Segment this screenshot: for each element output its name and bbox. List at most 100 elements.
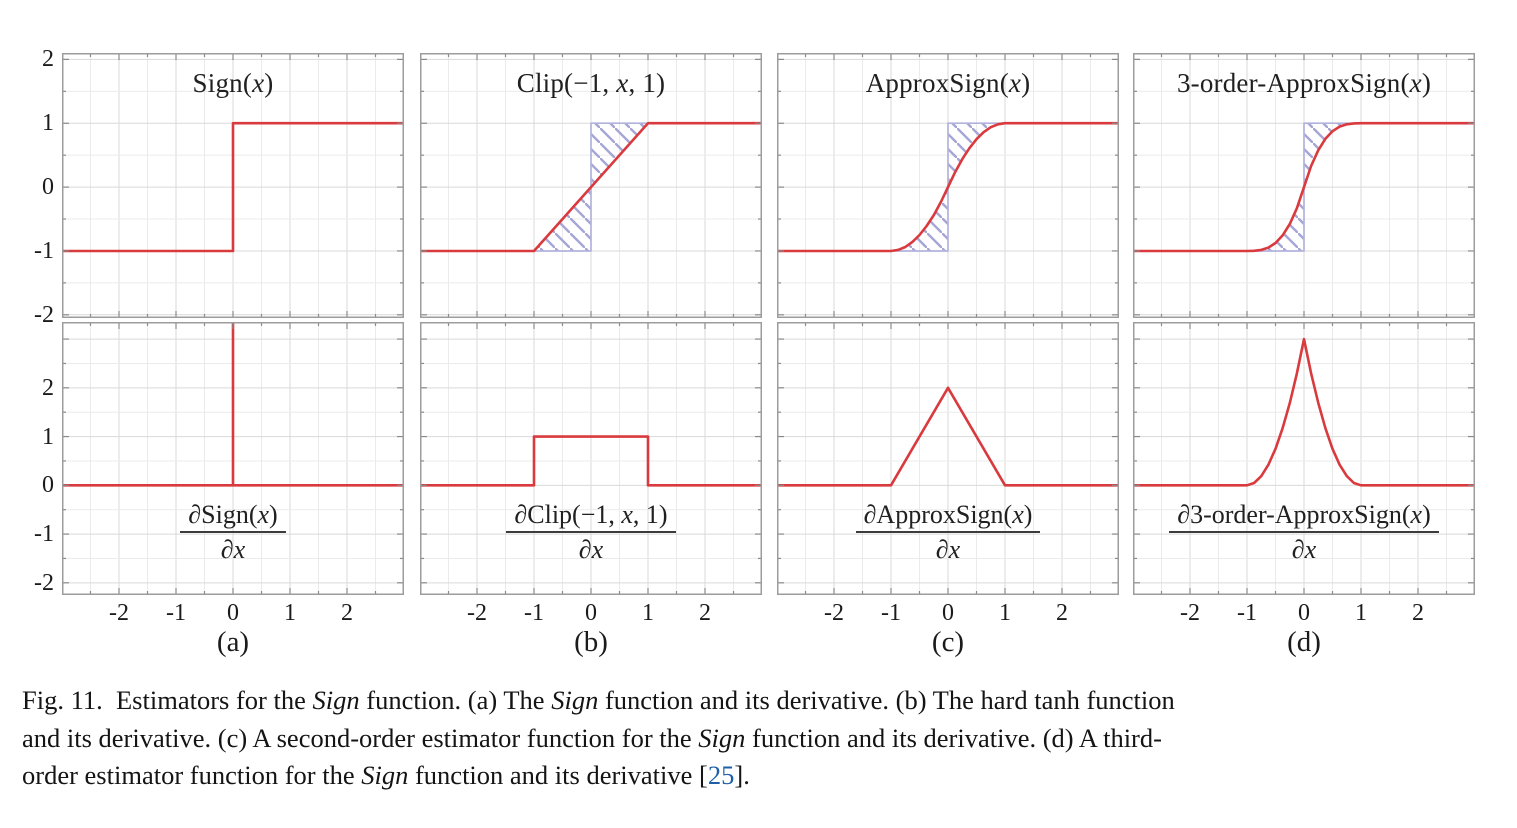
x-tick-label: -1	[524, 600, 544, 626]
fraction-numerator: ∂Clip(−1, x, 1)	[506, 500, 676, 534]
text-run: Sign(	[192, 68, 253, 98]
plot-approxsign-derivative: ∂ApproxSign(x) ∂x	[777, 322, 1119, 595]
text-run: Clip(−1,	[516, 68, 617, 98]
plot-title-approxsign: ApproxSign(x)	[777, 68, 1119, 99]
text-run: 3-order-ApproxSign(	[1176, 68, 1410, 98]
text-run: , 1)	[628, 68, 666, 98]
fraction-numerator: ∂ApproxSign(x)	[855, 500, 1041, 534]
text-run: x	[621, 500, 633, 529]
x-tick-label: 0	[585, 600, 597, 626]
text-run: ∂	[188, 500, 202, 529]
sign-function-chart	[62, 53, 404, 318]
plot-sign-derivative: ∂Sign(x) ∂x	[62, 322, 404, 595]
plot-sign-function: Sign(x)	[62, 53, 404, 318]
plot-clip-function: Clip(−1, x, 1)	[420, 53, 762, 318]
plot-title-clip: Clip(−1, x, 1)	[420, 68, 762, 99]
plot-3order-approxsign-derivative: ∂3-order-ApproxSign(x) ∂x	[1133, 322, 1475, 595]
text-run: )	[264, 68, 274, 98]
plot-3order-approxsign-function: 3-order-ApproxSign(x)	[1133, 53, 1475, 318]
text-run: Sign	[698, 722, 746, 753]
fraction: ∂Clip(−1, x, 1) ∂x	[506, 500, 676, 564]
x-tick-label: -2	[467, 600, 487, 626]
y-tick-label: 0	[42, 174, 54, 200]
text-run: Sign	[551, 685, 599, 715]
text-run: ∂x	[935, 535, 961, 565]
approxsign-function-chart	[777, 53, 1119, 318]
x-tick-label: 1	[642, 600, 654, 626]
text-run: function and its derivative [	[408, 760, 708, 790]
text-run: x	[252, 68, 265, 98]
caption-line: order estimator function for the Sign fu…	[22, 757, 1504, 795]
citation-link[interactable]: 25	[707, 760, 735, 790]
text-run: function. (a) The	[359, 685, 552, 715]
text-run: )	[269, 500, 278, 529]
text-run: )	[1023, 500, 1033, 529]
y-tick-label: -1	[34, 238, 54, 264]
y-tick-label: 2	[42, 46, 54, 72]
plot-title-3order-approxsign: 3-order-ApproxSign(x)	[1133, 68, 1475, 99]
plot-approxsign-function: ApproxSign(x)	[777, 53, 1119, 318]
x-tick-label: 2	[699, 600, 711, 626]
x-tick-label: 2	[1056, 600, 1068, 626]
text-run: function and its derivative. (d) A third…	[745, 722, 1162, 753]
text-run: ∂x	[578, 535, 604, 565]
fraction-denominator: ∂x	[180, 533, 285, 564]
fraction: ∂3-order-ApproxSign(x) ∂x	[1169, 500, 1439, 564]
y-tick-label: 2	[42, 375, 54, 401]
subplot-label-b: (b)	[574, 626, 608, 658]
plot-title-3order-approxsign-derivative: ∂3-order-ApproxSign(x) ∂x	[1133, 500, 1475, 564]
text-run: ∂	[1177, 500, 1191, 529]
y-tick-label: 1	[42, 110, 54, 136]
approxsign-derivative-chart	[777, 322, 1119, 595]
3order-approxsign-derivative-chart	[1133, 322, 1475, 595]
text-run: function and its derivative. (b) The har…	[598, 685, 1175, 715]
x-tick-label: 1	[1355, 600, 1367, 626]
x-tick-label: -2	[109, 600, 129, 626]
3order-approxsign-function-chart	[1133, 53, 1475, 318]
text-run: Fig. 11. Estimators for the	[22, 685, 313, 715]
fraction: ∂ApproxSign(x) ∂x	[855, 500, 1041, 564]
x-tick-label: 1	[999, 600, 1011, 626]
y-tick-label: 1	[42, 424, 54, 450]
fraction-denominator: ∂x	[1169, 533, 1439, 564]
text-run: Clip(−1,	[527, 500, 622, 529]
text-run: ∂x	[1291, 535, 1317, 565]
text-run: ∂x	[220, 535, 246, 565]
text-run: ApproxSign(	[865, 68, 1009, 98]
text-run: x	[1008, 68, 1022, 98]
plot-title-sign-derivative: ∂Sign(x) ∂x	[62, 500, 404, 564]
fraction-denominator: ∂x	[506, 533, 675, 564]
plot-title-approxsign-derivative: ∂ApproxSign(x) ∂x	[777, 500, 1119, 564]
plot-title-clip-derivative: ∂Clip(−1, x, 1) ∂x	[420, 500, 762, 564]
x-tick-label: -1	[166, 600, 186, 626]
text-run: ∂	[514, 500, 528, 529]
text-run: x	[257, 500, 270, 529]
text-run: )	[1422, 500, 1431, 529]
subplot-label-d: (d)	[1287, 626, 1321, 658]
fraction-denominator: ∂x	[856, 533, 1041, 564]
text-run: x	[616, 68, 629, 98]
x-tick-label: 0	[942, 600, 954, 626]
fraction: ∂Sign(x) ∂x	[180, 500, 286, 564]
text-run: Sign	[312, 685, 360, 715]
caption-line: Fig. 11. Estimators for the Sign functio…	[22, 682, 1504, 720]
x-tick-label: -2	[824, 600, 844, 626]
text-run: , 1)	[632, 500, 668, 529]
plot-clip-derivative: ∂Clip(−1, x, 1) ∂x	[420, 322, 762, 595]
x-tick-label: -1	[1237, 600, 1257, 626]
x-tick-label: 0	[1298, 600, 1310, 626]
x-tick-label: 2	[341, 600, 353, 626]
x-tick-label: 1	[284, 600, 296, 626]
text-run: Sign(	[201, 500, 258, 529]
clip-function-chart	[420, 53, 762, 318]
y-tick-label: 0	[42, 472, 54, 498]
text-run: x	[1410, 500, 1423, 529]
text-run: and its derivative. (c) A second-order e…	[22, 722, 699, 753]
fraction-numerator: ∂3-order-ApproxSign(x)	[1169, 500, 1439, 534]
fraction-numerator: ∂Sign(x)	[180, 500, 286, 534]
text-run: order estimator function for the	[22, 760, 362, 790]
x-tick-label: -2	[1180, 600, 1200, 626]
text-run: ApproxSign(	[876, 500, 1013, 529]
figure-caption: Fig. 11. Estimators for the Sign functio…	[22, 682, 1504, 795]
